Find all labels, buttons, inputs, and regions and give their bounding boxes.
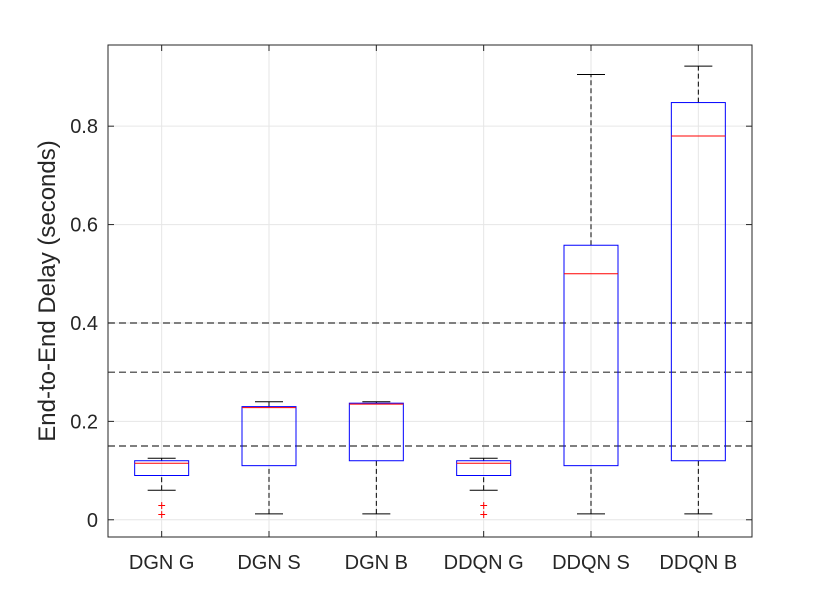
box-dgn-s — [241, 401, 297, 515]
outlier-marker-1: + — [158, 506, 166, 522]
x-tick-label-ddqn-b: DDQN B — [659, 552, 737, 574]
box-body — [670, 102, 726, 462]
box-ddqn-g: ++ — [456, 457, 512, 522]
y-tick-label-4: 0.8 — [70, 116, 98, 138]
y-tick-label-1: 0.2 — [70, 411, 98, 433]
box-body — [563, 244, 619, 467]
x-tick-label-ddqn-g: DDQN G — [444, 552, 524, 574]
box-body — [241, 406, 297, 467]
box-dgn-b — [348, 401, 404, 515]
y-tick-label-0: 0 — [87, 510, 98, 532]
axis-ticks: 0 0.2 0.4 0.6 0.8 DGN G DGN S DGN B DDQN G DDQN S… — [70, 45, 752, 574]
outlier-marker-0: + — [158, 497, 166, 513]
reference-lines — [108, 322, 752, 447]
x-tick-label-dgn-g: DGN G — [129, 552, 195, 574]
plot-frame — [107, 44, 753, 538]
box-body — [348, 402, 404, 462]
x-tick-label-dgn-s: DGN S — [237, 552, 300, 574]
grid-lines — [108, 45, 752, 537]
x-tick-label-dgn-b: DGN B — [345, 552, 408, 574]
box-ddqn-b — [670, 65, 726, 515]
box-dgn-g: ++ — [134, 457, 190, 522]
box-body — [456, 460, 512, 476]
outlier-marker-1: + — [480, 506, 488, 522]
outlier-marker-0: + — [480, 497, 488, 513]
box-series: ++++ — [134, 65, 726, 522]
x-tick-label-ddqn-s: DDQN S — [552, 552, 630, 574]
y-axis-label: End-to-End Delay (seconds) — [34, 140, 61, 441]
y-tick-label-3: 0.6 — [70, 215, 98, 237]
box-body — [134, 460, 190, 476]
y-tick-label-2: 0.4 — [70, 313, 98, 335]
box-ddqn-s — [563, 74, 619, 515]
